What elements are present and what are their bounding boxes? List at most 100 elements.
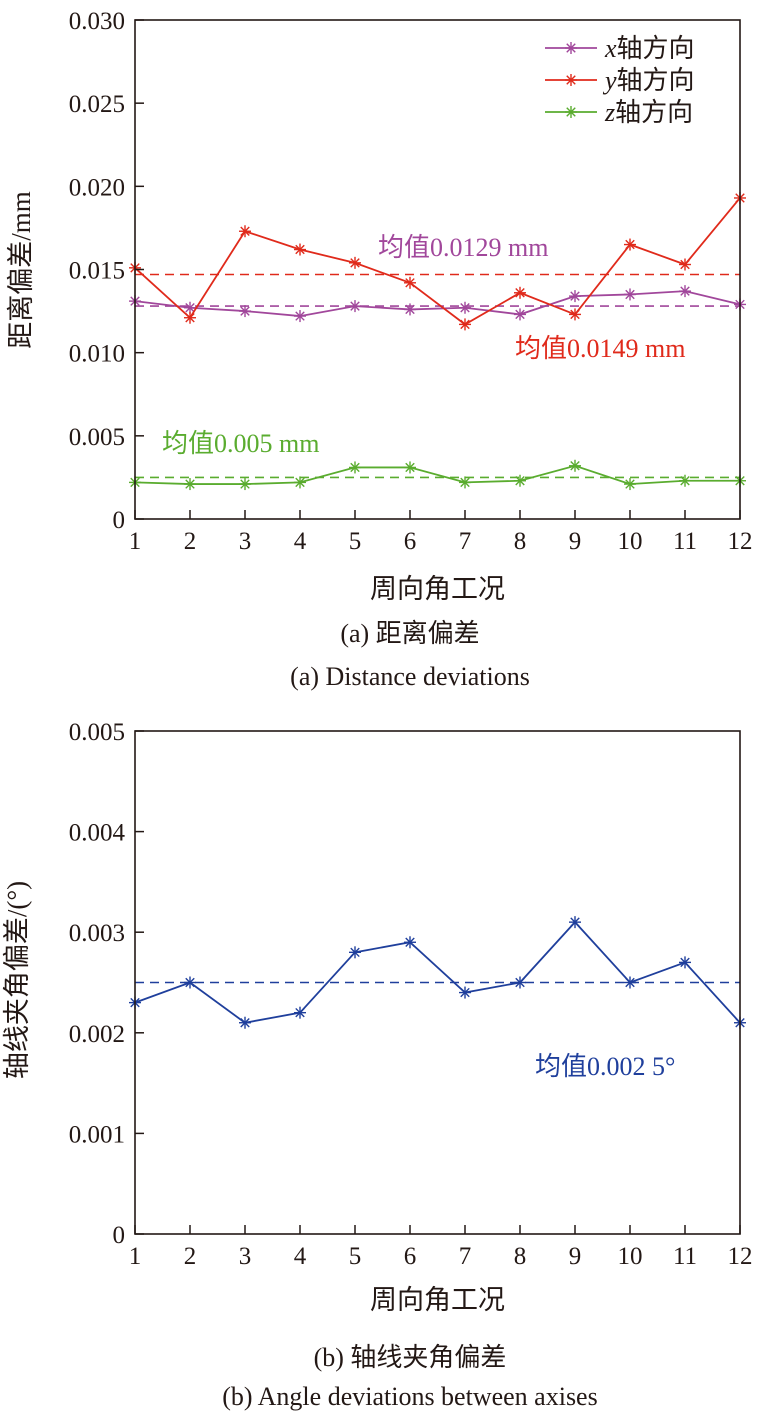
marker-stroke bbox=[240, 479, 250, 489]
legend-label-text: 轴方向 bbox=[617, 34, 695, 63]
data-point-marker bbox=[349, 300, 361, 313]
legend-label: z轴方向 bbox=[604, 98, 693, 127]
marker-stroke bbox=[680, 476, 690, 486]
data-point-marker bbox=[624, 238, 636, 251]
x-tick-label: 2 bbox=[184, 1243, 197, 1270]
marker-stroke bbox=[405, 937, 415, 947]
data-point-marker bbox=[679, 285, 691, 298]
series-x: 均值0.0129 mm bbox=[129, 233, 746, 323]
marker-stroke bbox=[240, 306, 250, 316]
marker-stroke bbox=[350, 947, 360, 958]
marker-stroke bbox=[515, 288, 525, 298]
data-point-marker bbox=[569, 916, 581, 929]
legend-axis-var: x bbox=[604, 34, 617, 63]
data-point-marker bbox=[349, 946, 361, 959]
marker-stroke bbox=[185, 977, 195, 988]
marker-stroke bbox=[570, 461, 580, 471]
y-tick-label: 0.025 bbox=[69, 91, 125, 118]
data-point-marker bbox=[184, 301, 196, 314]
series-y: 均值0.0149 mm bbox=[129, 191, 746, 363]
y-tick-label: 0.002 bbox=[69, 1021, 125, 1048]
caption-chinese: (b) 轴线夹角偏差 bbox=[314, 1343, 507, 1372]
data-point-marker bbox=[514, 976, 526, 989]
marker-stroke bbox=[460, 477, 470, 488]
series-z: 均值0.005 mm bbox=[129, 429, 746, 491]
x-tick-label: 11 bbox=[673, 528, 697, 555]
data-point-marker bbox=[624, 288, 636, 301]
marker-stroke bbox=[295, 244, 305, 255]
data-point-marker bbox=[404, 303, 416, 316]
marker-stroke bbox=[566, 75, 576, 85]
data-point-marker bbox=[679, 474, 691, 487]
marker-stroke bbox=[570, 309, 580, 320]
data-point-marker bbox=[569, 290, 581, 303]
x-tick-label: 5 bbox=[349, 1243, 362, 1270]
marker-stroke bbox=[570, 917, 580, 927]
legend-item-z: z轴方向 bbox=[545, 98, 693, 127]
data-point-marker bbox=[239, 1016, 251, 1029]
data-point-marker bbox=[404, 461, 416, 474]
x-tick-label: 4 bbox=[294, 1243, 307, 1270]
x-tick-label: 1 bbox=[129, 528, 142, 555]
legend-axis-var: y bbox=[602, 66, 617, 95]
x-tick-label: 4 bbox=[294, 528, 307, 555]
y-tick-label: 0.005 bbox=[69, 719, 125, 746]
marker-stroke bbox=[625, 239, 635, 250]
data-point-marker bbox=[349, 256, 361, 269]
data-point-marker bbox=[459, 301, 471, 314]
data-point-marker bbox=[514, 308, 526, 321]
x-tick-label: 3 bbox=[239, 528, 252, 555]
caption-english: (b) Angle deviations between axises bbox=[222, 1382, 597, 1411]
marker-stroke bbox=[515, 476, 525, 486]
data-point-marker bbox=[294, 310, 306, 323]
data-point-marker bbox=[624, 478, 636, 491]
data-point-marker bbox=[294, 243, 306, 256]
marker-stroke bbox=[185, 303, 195, 313]
y-axis-label: 距离偏差/mm bbox=[6, 191, 36, 349]
y-tick-label: 0 bbox=[113, 507, 126, 534]
x-axis-label: 周向角工况 bbox=[370, 1285, 505, 1315]
caption-english: (a) Distance deviations bbox=[290, 662, 530, 691]
y-tick-label: 0.030 bbox=[69, 8, 125, 35]
marker-stroke bbox=[405, 278, 415, 288]
mean-annotation: 均值0.002 5° bbox=[535, 1052, 675, 1081]
x-tick-label: 11 bbox=[673, 1243, 697, 1270]
marker-stroke bbox=[680, 286, 690, 296]
plot-frame bbox=[134, 730, 741, 1235]
legend-item-x: x轴方向 bbox=[545, 34, 695, 63]
x-tick-label: 3 bbox=[239, 1243, 252, 1270]
x-tick-label: 10 bbox=[618, 528, 643, 555]
mean-annotation: 均值0.0149 mm bbox=[515, 334, 685, 363]
data-point-marker bbox=[679, 956, 691, 969]
marker-stroke bbox=[185, 312, 195, 323]
data-point-marker bbox=[459, 318, 471, 331]
data-point-marker bbox=[404, 936, 416, 949]
marker-stroke bbox=[680, 259, 690, 270]
y-tick-label: 0.001 bbox=[69, 1121, 125, 1148]
marker-stroke bbox=[460, 303, 470, 313]
legend-label-text: 轴方向 bbox=[615, 98, 693, 127]
legend-label: y轴方向 bbox=[602, 66, 695, 95]
marker-stroke bbox=[185, 479, 195, 489]
y-tick-label: 0.010 bbox=[69, 341, 125, 368]
y-tick-label: 0.004 bbox=[69, 820, 126, 847]
caption-chinese: (a) 距离偏差 bbox=[340, 619, 479, 648]
marker-stroke bbox=[295, 311, 305, 321]
x-tick-label: 2 bbox=[184, 528, 197, 555]
marker-stroke bbox=[460, 319, 470, 330]
y-tick-label: 0.015 bbox=[69, 258, 125, 285]
data-point-marker bbox=[294, 1006, 306, 1019]
marker-stroke bbox=[625, 289, 635, 300]
marker-stroke bbox=[515, 977, 525, 988]
x-tick-label: 8 bbox=[514, 1243, 527, 1270]
x-tick-label: 7 bbox=[459, 528, 472, 555]
series-line bbox=[134, 464, 740, 485]
marker-stroke bbox=[515, 309, 525, 320]
data-point-marker bbox=[239, 225, 251, 238]
mean-annotation: 均值0.0129 mm bbox=[378, 233, 548, 262]
data-point-marker bbox=[184, 976, 196, 989]
marker-stroke bbox=[625, 977, 635, 988]
